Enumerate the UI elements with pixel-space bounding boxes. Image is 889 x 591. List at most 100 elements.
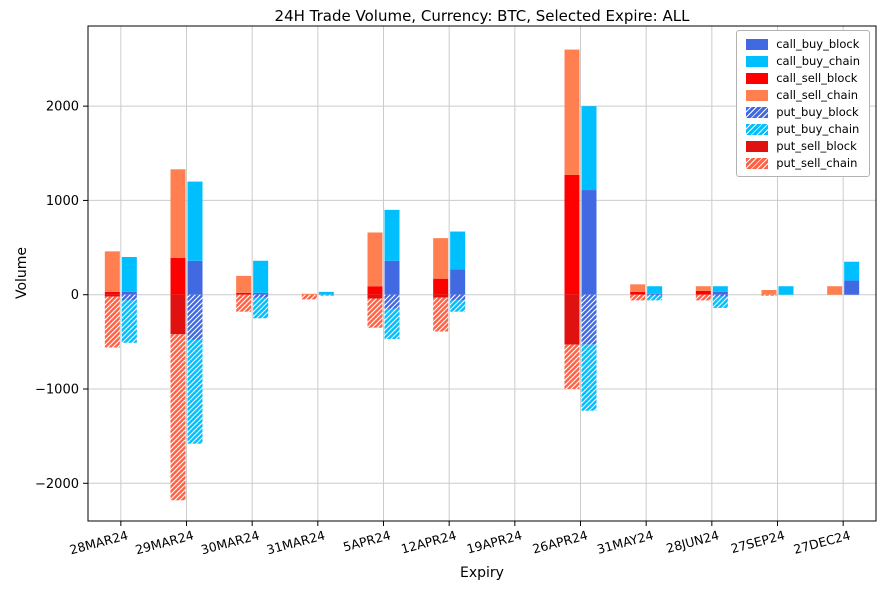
bar-segment-call_buy_chain [647,286,663,294]
legend-label: call_buy_chain [776,54,860,68]
legend-swatch-call_sell_chain [746,89,769,101]
legend-swatch-call_buy_block [746,38,769,50]
bar-segment-call_sell_block [170,257,186,295]
bar-segment-call_buy_chain [384,209,400,261]
bar-segment-call_buy_chain [187,181,203,261]
bar-segment-call_sell_chain [695,286,711,291]
bar-segment-call_buy_chain [121,257,137,292]
bar-segment-call_sell_chain [564,49,580,175]
y-tick-label: 0 [71,288,79,303]
x-tick-label: 26APR24 [531,527,590,556]
legend-swatch-call_sell_block [746,72,769,84]
bar-segment-put_buy_chain [253,297,269,319]
legend-label: call_sell_block [776,71,858,85]
chart-title: 24H Trade Volume, Currency: BTC, Selecte… [274,7,690,25]
legend-swatch-put_sell_block [746,140,769,152]
x-tick-label: 19APR24 [465,527,524,556]
x-tick-label: 5APR24 [341,527,392,554]
bar-segment-call_buy_chain [318,291,334,295]
x-tick-label: 27DEC24 [792,527,852,557]
legend-label: put_buy_chain [776,122,860,136]
legend-item-call_buy_chain: call_buy_chain [746,55,860,67]
bar-segment-put_buy_block [384,294,400,309]
bar-segment-put_sell_chain [170,334,186,501]
x-tick-label: 28JUN24 [665,527,721,555]
bar-segment-call_sell_chain [433,238,449,279]
bar-segment-put_sell_block [367,294,383,299]
bar-segment-call_buy_block [712,291,728,295]
bar-segment-call_sell_block [367,286,383,295]
bar-segment-put_sell_chain [433,297,449,332]
legend-item-put_buy_chain: put_buy_chain [746,123,860,135]
bar-segment-call_buy_chain [778,286,794,295]
bar-segment-put_buy_block [647,294,663,296]
bar-segment-call_buy_block [384,260,400,295]
bar-segment-put_buy_chain [647,295,663,301]
bar-segment-call_sell_chain [761,290,777,295]
bar-segment-put_sell_chain [695,294,711,301]
legend-item-call_buy_block: call_buy_block [746,38,860,50]
bar-segment-call_buy_chain [581,106,597,191]
bar-segment-put_buy_chain [712,296,728,308]
bar-segment-put_sell_block [433,294,449,298]
bar-segment-put_sell_chain [104,296,120,348]
x-axis-label: Expiry [460,565,504,581]
bar-segment-call_buy_chain [712,286,728,292]
bar-segment-put_sell_chain [367,298,383,328]
axes-frame [87,25,877,522]
bar-segment-put_buy_block [121,294,137,301]
bar-segment-call_buy_block [581,190,597,295]
x-tick-label: 30MAR24 [199,527,261,557]
bar-segment-put_buy_block [450,294,466,301]
bar-segment-put_sell_chain [301,294,317,300]
bar-segment-call_buy_chain [844,261,860,281]
bar-segment-put_sell_block [104,294,120,297]
bar-segment-put_buy_block [581,294,597,345]
bar-segment-call_buy_block [450,269,466,295]
legend: call_buy_block call_buy_chain call_sell_bl… [736,30,870,177]
bar-segment-put_sell_chain [236,294,252,312]
bar-segment-call_sell_block [564,174,580,295]
legend-item-call_sell_chain: call_sell_chain [746,89,860,101]
bar-segment-put_sell_chain [761,294,777,296]
bar-segment-put_buy_block [187,294,203,340]
bar-segment-put_buy_chain [450,300,466,312]
legend-item-call_sell_block: call_sell_block [746,72,860,84]
bar-segment-call_sell_block [695,290,711,295]
legend-label: put_sell_block [776,139,857,153]
x-tick-label: 31MAR24 [265,527,327,557]
y-tick-label: −1000 [35,383,79,398]
x-tick-label: 27SEP24 [729,527,786,556]
bar-segment-call_sell_block [104,291,120,295]
bar-segment-call_sell_chain [630,284,646,292]
bar-segment-put_sell_chain [564,344,580,389]
bar-segment-call_buy_chain [450,231,466,270]
x-tick-label: 28MAR24 [68,527,130,557]
legend-swatch-put_buy_block [746,106,769,118]
x-tick-label: 29MAR24 [134,527,196,557]
y-tick-label: −2000 [35,477,79,492]
bar-segment-call_buy_chain [253,260,269,293]
legend-item-put_buy_block: put_buy_block [746,106,860,118]
y-tick-label: 1000 [46,194,79,209]
legend-item-put_sell_block: put_sell_block [746,140,860,152]
bar-segment-call_sell_chain [104,251,120,292]
y-tick-label: 2000 [46,100,79,115]
bar-segment-call_buy_block [121,291,137,295]
bar-segment-put_sell_block [170,294,186,335]
bar-segment-call_sell_chain [170,169,186,258]
legend-label: call_buy_block [776,37,860,51]
x-tick-label: 12APR24 [399,527,458,556]
x-tick-label: 31MAY24 [595,527,655,556]
bar-segment-call_sell_block [236,292,252,295]
bar-segment-call_buy_block [187,260,203,295]
bar-segment-put_buy_block [712,294,728,297]
bar-segment-put_buy_chain [581,344,597,411]
legend-label: put_sell_chain [776,156,858,170]
legend-swatch-put_sell_chain [746,157,769,169]
bar-segment-call_buy_block [844,280,860,295]
bar-segment-put_buy_chain [121,300,137,343]
bar-segment-call_sell_block [630,291,646,295]
